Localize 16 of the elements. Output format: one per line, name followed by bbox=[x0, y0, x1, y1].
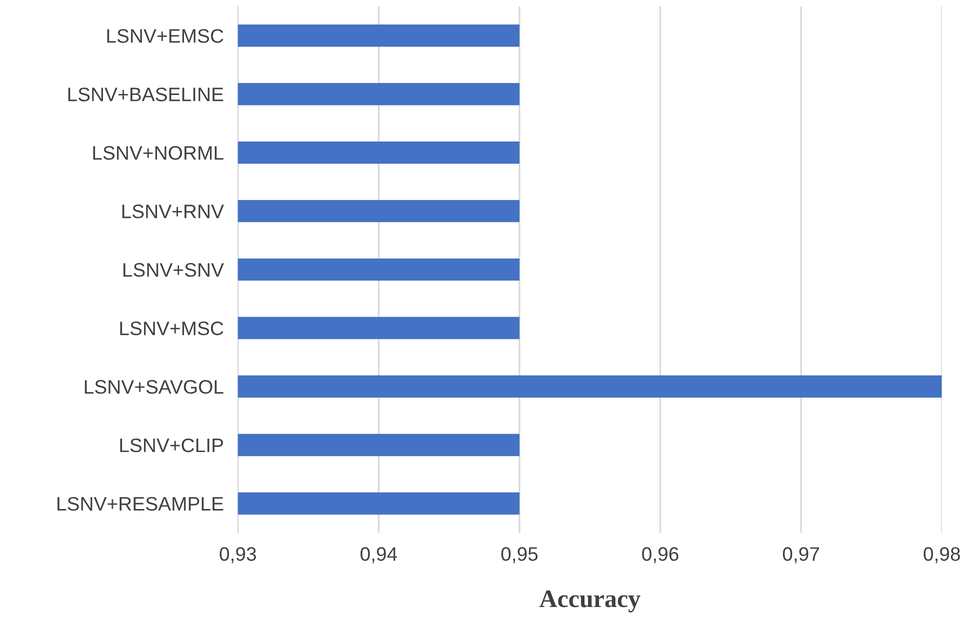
y-tick-label: LSNV+SAVGOL bbox=[84, 380, 224, 394]
x-tick-label: 0,94 bbox=[360, 547, 398, 564]
y-tick-label: LSNV+EMSC bbox=[107, 29, 224, 43]
y-tick-label: LSNV+BASELINE bbox=[68, 88, 224, 102]
x-axis-title: Accuracy bbox=[539, 590, 640, 612]
x-tick-label: 0,96 bbox=[642, 547, 678, 564]
x-tick-label: 0,95 bbox=[501, 547, 538, 564]
y-tick-label: LSNV+RNV bbox=[122, 204, 224, 218]
y-tick-label: LSNV+NORML bbox=[93, 146, 224, 160]
x-tick-label: 0,98 bbox=[924, 547, 960, 564]
y-tick-label: LSNV+RESAMPLE bbox=[58, 496, 224, 511]
y-tick-label: LSNV+CLIP bbox=[120, 438, 223, 452]
x-tick-label: 0,93 bbox=[220, 547, 256, 564]
y-tick-label: LSNV+MSC bbox=[120, 322, 224, 336]
x-tick-label: 0,97 bbox=[782, 547, 820, 564]
y-tick-label: LSNV+SNV bbox=[123, 263, 224, 277]
